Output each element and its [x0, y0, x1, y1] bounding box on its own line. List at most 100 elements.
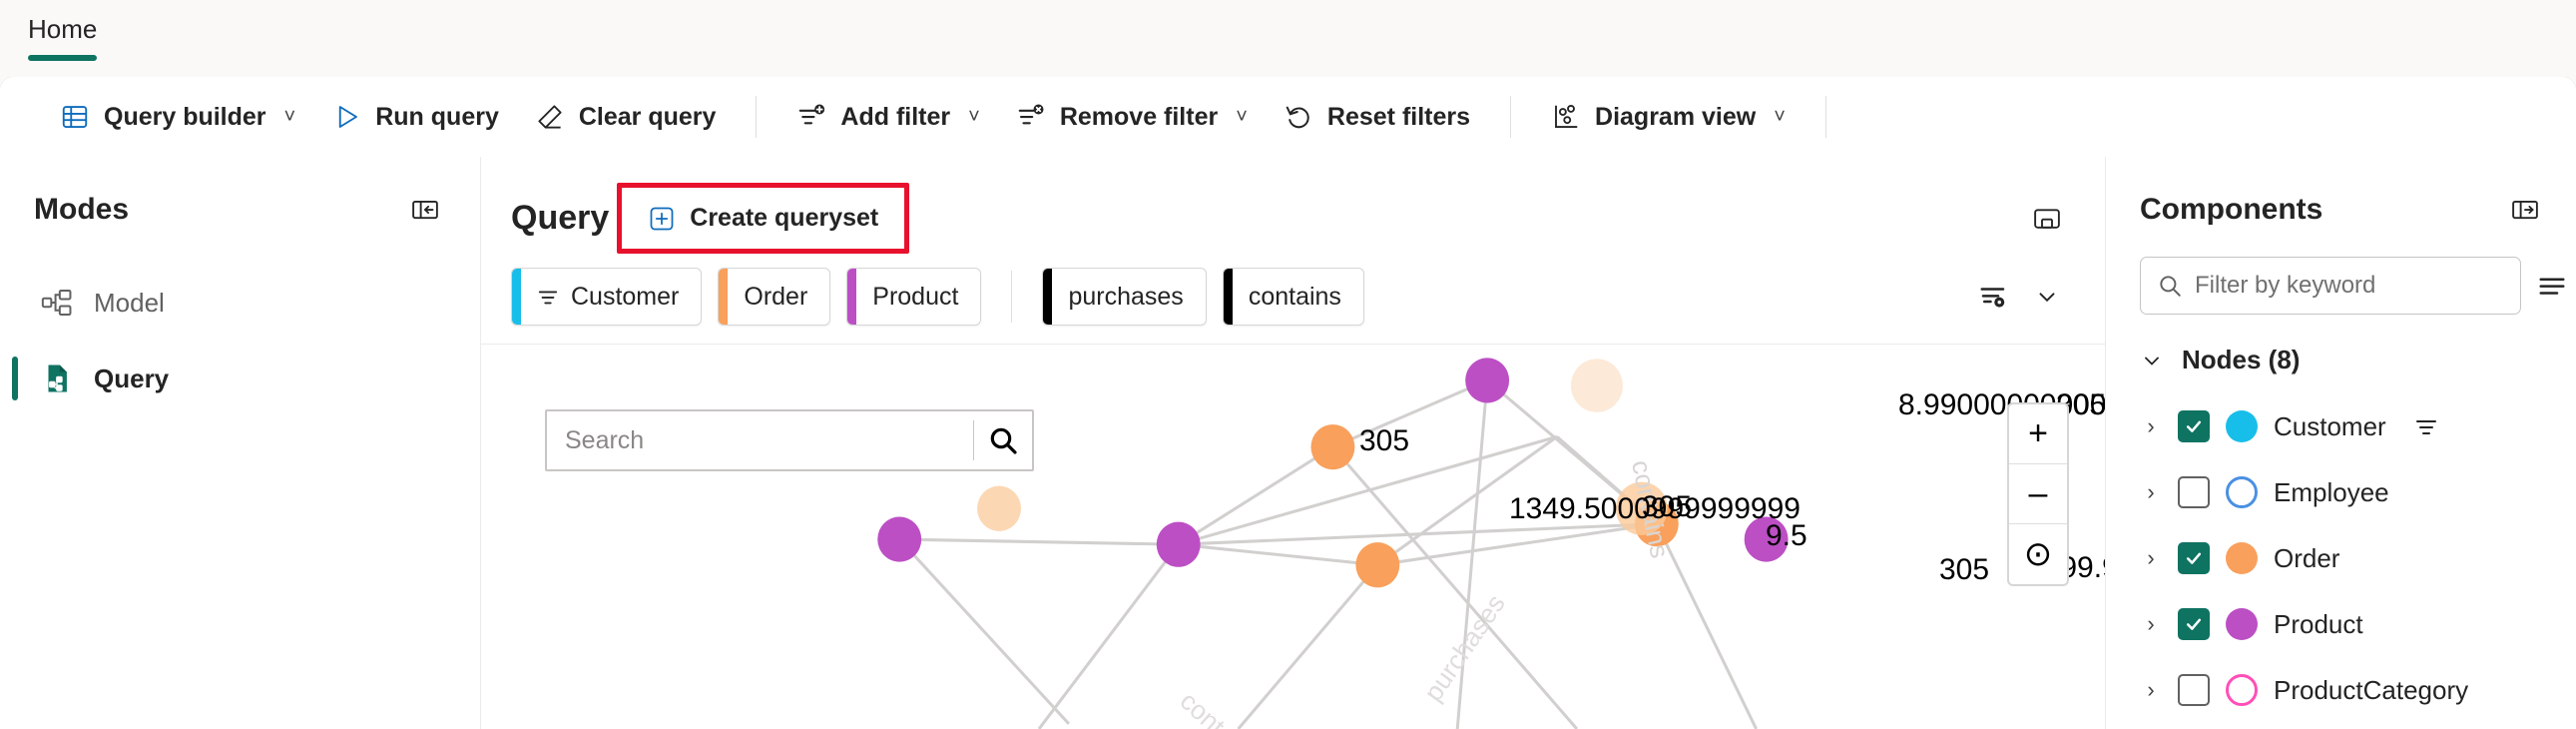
search-divider [973, 420, 974, 460]
tab-home[interactable]: Home [18, 0, 107, 62]
save-panel-icon[interactable] [2023, 195, 2071, 243]
add-filter-label: Add filter [840, 102, 951, 131]
node-row-product[interactable]: › Product [2106, 591, 2576, 657]
node-label-product: Product [2274, 608, 2363, 639]
nodes-list: › Customer › Employee › [2106, 393, 2576, 723]
main-body: Modes [0, 157, 2576, 729]
zoom-in-button[interactable]: + [2009, 404, 2067, 464]
chevron-down-icon: ˅ [1774, 105, 1786, 128]
search-icon [2157, 273, 2183, 299]
modes-title: Modes [34, 193, 130, 226]
graph-search-box[interactable] [545, 409, 1034, 471]
components-title: Components [2140, 193, 2323, 226]
node-checkbox-customer[interactable] [2178, 410, 2210, 442]
create-queryset-highlight: Create queryset [617, 183, 910, 254]
toolbar-divider-3 [1824, 96, 1826, 138]
sidebar-item-query[interactable]: Query [0, 341, 480, 416]
zoom-out-button[interactable]: – [2009, 464, 2067, 524]
components-filter-box[interactable] [2140, 257, 2521, 315]
remove-filter-label: Remove filter [1059, 102, 1219, 131]
chevron-right-icon[interactable]: › [2147, 677, 2155, 702]
diagram-icon [1551, 102, 1581, 132]
chip-contains-label: contains [1248, 282, 1341, 311]
filter-add-icon [796, 102, 826, 132]
reset-filters-button[interactable]: Reset filters [1266, 89, 1488, 145]
query-workspace: Query Create queryset [481, 157, 2106, 729]
query-header: Query Create queryset [481, 157, 2105, 254]
filter-settings-icon[interactable] [1969, 273, 2017, 321]
node-checkbox-product[interactable] [2178, 608, 2210, 640]
chip-customer[interactable]: Customer [511, 268, 703, 326]
plus-square-icon [648, 205, 676, 233]
chevron-right-icon[interactable]: › [2147, 479, 2155, 504]
sidebar-item-model[interactable]: Model [0, 265, 480, 341]
remove-filter-button[interactable]: Remove filter ˅ [998, 89, 1266, 145]
node-row-order[interactable]: › Order [2106, 525, 2576, 591]
chip-product-label: Product [872, 282, 959, 311]
zoom-controls: + – ⊙ [2007, 402, 2069, 586]
chip-color-bar [1043, 269, 1053, 325]
chevron-right-icon[interactable]: › [2147, 611, 2155, 636]
components-header: Components [2106, 157, 2576, 231]
tab-strip: Home [0, 0, 2576, 77]
page-title: Query [511, 199, 610, 237]
reset-icon [1284, 102, 1313, 132]
graph-search-input[interactable] [547, 425, 973, 455]
chevron-right-icon[interactable]: › [2147, 413, 2155, 438]
nodes-group-header[interactable]: Nodes (8) [2106, 315, 2576, 375]
chip-contains[interactable]: contains [1222, 268, 1364, 326]
modes-list: Model Query [0, 265, 480, 416]
chip-color-bar [847, 269, 857, 325]
clear-query-button[interactable]: Clear query [517, 89, 735, 145]
toolbar-divider-1 [756, 96, 758, 138]
chip-customer-label: Customer [571, 282, 680, 311]
filter-remove-icon [1016, 102, 1046, 132]
panel-collapse-left-icon[interactable] [404, 189, 446, 231]
chevron-right-icon[interactable]: › [2147, 545, 2155, 570]
search-icon[interactable] [974, 411, 1032, 469]
sidebar-item-query-label: Query [94, 363, 170, 393]
chevron-down-icon [2140, 349, 2164, 372]
diagram-view-label: Diagram view [1595, 102, 1757, 131]
edge-label-purchases: purchases [1418, 589, 1511, 707]
chip-color-bar [719, 269, 729, 325]
edge-label-contains-2: contains [1175, 685, 1267, 729]
node-checkbox-order[interactable] [2178, 542, 2210, 574]
node-row-employee[interactable]: › Employee [2106, 459, 2576, 525]
clear-query-label: Clear query [578, 102, 717, 131]
sort-lines-icon[interactable] [2537, 262, 2567, 310]
node-color-dot-customer [2226, 410, 2258, 442]
node-color-dot-order [2226, 542, 2258, 574]
create-queryset-button[interactable]: Create queryset [638, 198, 888, 239]
chip-color-bar [1223, 269, 1233, 325]
chips-row-actions [1969, 273, 2071, 321]
modes-header: Modes [0, 157, 480, 231]
node-checkbox-productcategory[interactable] [2178, 674, 2210, 706]
query-builder-button[interactable]: Query builder ˅ [42, 89, 313, 145]
filter-by-keyword-input[interactable] [2195, 272, 2504, 300]
graph-canvas[interactable]: contains contains purchases 305 8.990000… [481, 345, 2105, 729]
zoom-reset-button[interactable]: ⊙ [2023, 535, 2053, 573]
model-icon [40, 286, 74, 320]
table-icon [60, 102, 90, 132]
chevron-down-icon: ˅ [283, 105, 296, 128]
chevron-down-icon[interactable] [2023, 273, 2071, 321]
panel-expand-right-icon[interactable] [2504, 189, 2546, 231]
filter-icon[interactable] [2414, 414, 2438, 438]
command-bar: Query builder ˅ Run query Clear query [0, 77, 2576, 157]
node-checkbox-employee[interactable] [2178, 476, 2210, 508]
play-icon [331, 102, 361, 132]
node-label-employee: Employee [2274, 476, 2389, 507]
add-filter-button[interactable]: Add filter ˅ [778, 89, 997, 145]
run-query-button[interactable]: Run query [313, 89, 517, 145]
reset-filters-label: Reset filters [1326, 102, 1471, 131]
eraser-icon [535, 102, 565, 132]
chip-purchases[interactable]: purchases [1042, 268, 1207, 326]
node-row-customer[interactable]: › Customer [2106, 393, 2576, 459]
run-query-label: Run query [375, 102, 499, 131]
chips-divider [1011, 271, 1013, 323]
node-row-productcategory[interactable]: › ProductCategory [2106, 657, 2576, 723]
chip-product[interactable]: Product [846, 268, 982, 326]
chip-order[interactable]: Order [718, 268, 831, 326]
diagram-view-button[interactable]: Diagram view ˅ [1533, 89, 1803, 145]
